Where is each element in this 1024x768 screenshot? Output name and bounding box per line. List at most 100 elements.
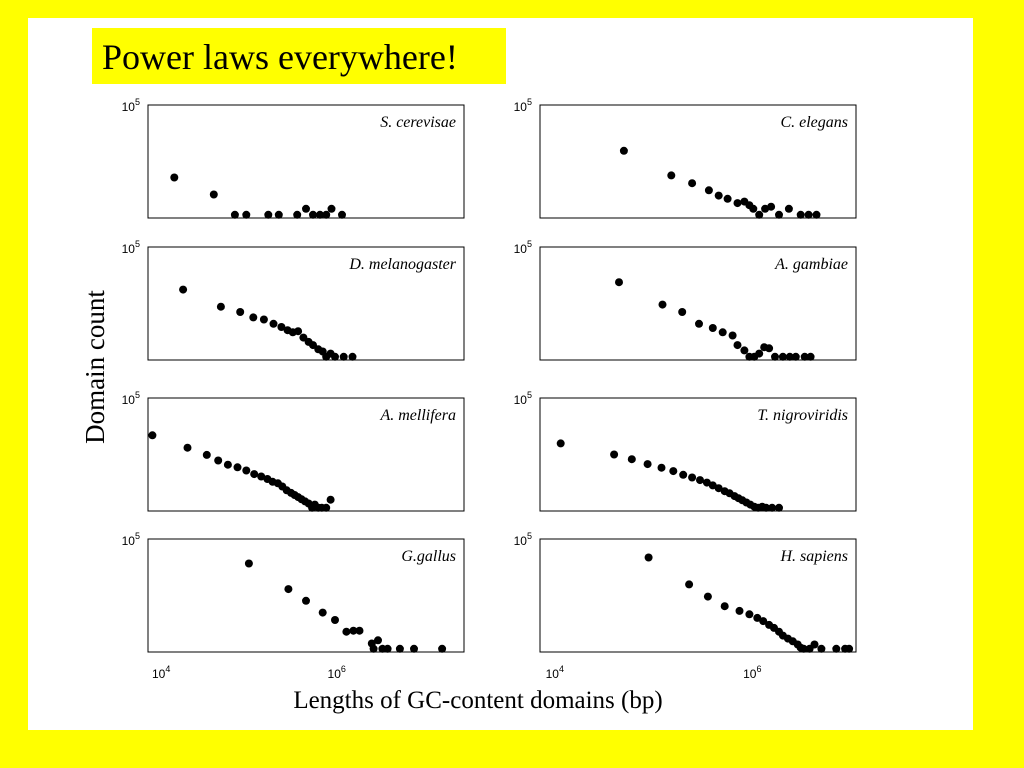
data-point: [804, 210, 813, 219]
data-point: [148, 431, 157, 440]
data-point: [259, 315, 268, 324]
y-tick-label: 105: [514, 239, 532, 256]
data-point: [704, 186, 713, 195]
data-point: [318, 608, 327, 617]
data-point: [302, 596, 310, 605]
slide-title: Power laws everywhere!: [102, 37, 458, 77]
data-point: [236, 308, 245, 316]
data-point: [749, 204, 758, 213]
data-point: [294, 327, 303, 336]
species-label: D. melanogaster: [348, 256, 456, 273]
x-tick-label: 106: [743, 664, 761, 681]
data-point: [720, 602, 729, 611]
panel-frame: [539, 104, 857, 219]
data-point: [610, 450, 619, 459]
data-point: [244, 559, 253, 568]
data-point: [170, 173, 179, 182]
data-point: [374, 636, 382, 645]
data-point: [284, 585, 293, 594]
data-point: [627, 455, 636, 464]
data-point: [216, 302, 225, 311]
data-point: [799, 644, 808, 653]
data-point: [817, 644, 826, 653]
data-point: [410, 644, 418, 653]
data-point: [209, 190, 218, 199]
data-point: [714, 191, 723, 200]
data-point: [230, 210, 239, 219]
data-point: [667, 171, 676, 180]
data-point: [703, 592, 712, 601]
data-point: [322, 503, 331, 512]
data-point: [438, 644, 447, 653]
data-point: [791, 352, 800, 361]
data-point: [183, 443, 192, 452]
y-tick-label: 105: [514, 390, 532, 407]
data-point: [348, 352, 357, 361]
panel-frame: [539, 397, 857, 512]
data-point: [331, 616, 339, 624]
data-point: [778, 352, 787, 361]
data-point: [249, 313, 258, 322]
species-label: A. mellifera: [379, 407, 456, 424]
panel-frame: [147, 246, 465, 361]
data-point: [771, 352, 779, 361]
y-tick-label: 105: [122, 531, 140, 548]
data-point: [768, 503, 777, 512]
data-point: [242, 466, 251, 475]
data-point: [733, 199, 742, 208]
data-point: [735, 606, 744, 615]
panel-frame: [147, 104, 465, 219]
data-point: [257, 472, 266, 481]
data-point: [274, 210, 283, 219]
data-point: [331, 352, 339, 361]
data-point: [678, 308, 687, 316]
data-point: [322, 210, 331, 219]
data-point: [264, 210, 273, 219]
data-point: [644, 553, 653, 562]
data-point: [785, 352, 794, 361]
data-point: [800, 352, 809, 361]
data-point: [302, 204, 310, 213]
data-point: [685, 580, 694, 589]
x-tick-label: 104: [546, 664, 564, 681]
panel-frame: [539, 538, 857, 653]
data-point: [810, 640, 819, 649]
slide-panel: [28, 18, 973, 730]
title-highlight: [92, 28, 506, 84]
data-point: [695, 319, 703, 328]
data-point: [718, 328, 727, 337]
data-point: [753, 613, 762, 622]
data-point: [369, 644, 378, 653]
data-point: [784, 204, 793, 213]
data-point: [349, 626, 358, 635]
species-label: H. sapiens: [779, 548, 848, 565]
data-point: [293, 210, 302, 219]
y-tick-label: 105: [122, 390, 140, 407]
species-label: C. elegans: [780, 114, 848, 131]
data-point: [619, 146, 628, 155]
data-point: [832, 644, 841, 653]
data-point: [242, 210, 251, 219]
data-point: [355, 626, 364, 635]
data-point: [762, 503, 771, 512]
data-point: [812, 210, 821, 219]
data-point: [714, 484, 723, 493]
data-point: [755, 349, 764, 358]
y-tick-label: 105: [122, 97, 140, 114]
species-label: S. cerevisae: [380, 114, 456, 131]
data-point: [269, 319, 278, 328]
data-point: [796, 210, 805, 219]
data-point: [316, 210, 324, 219]
x-tick-label: 106: [328, 664, 346, 681]
species-label: T. nigroviridis: [757, 407, 848, 424]
data-point: [733, 341, 742, 350]
data-point: [775, 210, 783, 219]
data-point: [342, 627, 351, 636]
data-point: [740, 346, 749, 355]
data-point: [214, 456, 223, 465]
data-point: [745, 610, 754, 619]
y-axis-label: Domain count: [80, 290, 110, 444]
data-point: [202, 450, 211, 459]
data-point: [327, 204, 336, 213]
